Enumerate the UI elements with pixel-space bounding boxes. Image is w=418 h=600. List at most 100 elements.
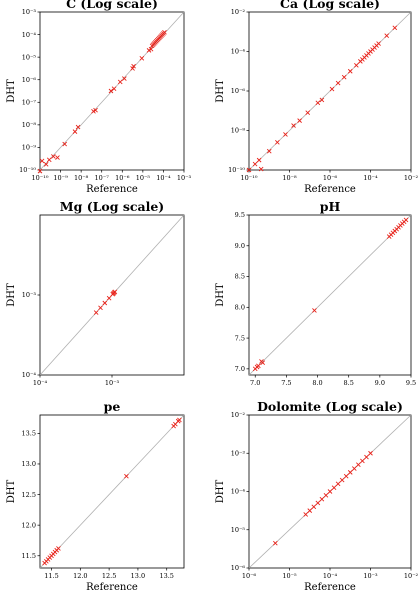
panel-title: Ca (Log scale) bbox=[280, 0, 380, 11]
data-point bbox=[131, 63, 136, 69]
data-point bbox=[273, 540, 278, 546]
data-point bbox=[331, 485, 337, 490]
x-tick-label: 10⁻¹⁰ bbox=[241, 174, 258, 182]
data-point bbox=[384, 33, 390, 39]
identity-line bbox=[248, 214, 412, 376]
data-point bbox=[260, 360, 266, 366]
data-point bbox=[56, 546, 61, 551]
x-axis-label: Reference bbox=[304, 582, 356, 593]
data-point bbox=[335, 80, 341, 86]
x-tick-label: 13.5 bbox=[159, 572, 173, 580]
data-point bbox=[256, 157, 262, 163]
y-tick-label: 8.0 bbox=[235, 304, 245, 312]
data-point bbox=[111, 86, 117, 92]
x-tick-label: 10⁻⁵ bbox=[282, 572, 297, 580]
x-tick-label: 10⁻⁴ bbox=[33, 379, 48, 387]
x-tick-label: 10⁻⁶ bbox=[242, 572, 257, 580]
x-axis-label: Reference bbox=[86, 184, 138, 195]
panel-title: Mg (Log scale) bbox=[60, 199, 164, 214]
x-tick-label: 10⁻⁶ bbox=[115, 174, 130, 182]
identity-line bbox=[39, 11, 185, 171]
x-tick-label: 10⁻⁸ bbox=[282, 174, 297, 182]
y-tick-label: 10⁻³ bbox=[22, 8, 37, 16]
data-point bbox=[329, 86, 335, 92]
y-tick-label: 10⁻⁶ bbox=[22, 76, 37, 84]
data-point bbox=[297, 118, 302, 123]
y-tick-label: 10⁻⁸ bbox=[231, 127, 246, 135]
data-point bbox=[258, 166, 264, 172]
y-tick-label: 10⁻⁶ bbox=[231, 87, 246, 95]
y-tick-label: 10⁻⁴ bbox=[22, 31, 37, 39]
data-point bbox=[283, 132, 288, 137]
data-point bbox=[62, 141, 68, 147]
x-tick-label: 8.0 bbox=[312, 379, 322, 387]
data-point bbox=[323, 493, 329, 498]
data-point bbox=[303, 512, 309, 517]
data-point bbox=[252, 161, 258, 167]
x-tick-label: 13.0 bbox=[131, 572, 145, 580]
data-point bbox=[55, 155, 60, 160]
y-tick-label: 7.0 bbox=[235, 365, 245, 373]
data-point bbox=[148, 46, 154, 52]
data-point bbox=[305, 110, 311, 116]
x-tick-label: 10⁻² bbox=[404, 174, 418, 182]
x-tick-label: 10⁻⁹ bbox=[53, 174, 68, 182]
data-point bbox=[275, 140, 280, 145]
panel-title: C (Log scale) bbox=[66, 0, 158, 11]
data-point bbox=[37, 168, 43, 174]
data-point bbox=[93, 107, 98, 113]
x-tick-label: 10⁻⁵ bbox=[136, 174, 151, 182]
data-point bbox=[392, 25, 398, 31]
plot-frame bbox=[39, 414, 185, 569]
x-tick-label: 10⁻⁸ bbox=[74, 174, 89, 182]
data-point bbox=[256, 363, 261, 369]
data-point bbox=[307, 508, 313, 513]
y-tick-label: 10⁻⁵ bbox=[22, 53, 37, 61]
y-axis-label: DHT bbox=[215, 479, 226, 503]
y-tick-label: 8.5 bbox=[235, 273, 245, 281]
y-tick-label: 7.5 bbox=[235, 334, 245, 342]
x-tick-label: 12.5 bbox=[102, 572, 116, 580]
data-point bbox=[341, 74, 347, 80]
data-point bbox=[51, 154, 56, 159]
y-tick-label: 10⁻³ bbox=[231, 449, 246, 457]
y-tick-label: 10⁻³ bbox=[22, 291, 37, 299]
data-point bbox=[39, 158, 45, 164]
data-point bbox=[311, 504, 317, 510]
data-point bbox=[343, 473, 349, 479]
x-tick-label: 9.5 bbox=[406, 379, 416, 387]
y-tick-label: 10⁻⁴ bbox=[231, 488, 246, 496]
y-tick-label: 10⁻⁶ bbox=[231, 564, 246, 572]
x-tick-label: 10⁻⁶ bbox=[323, 174, 338, 182]
x-tick-label: 8.5 bbox=[344, 379, 354, 387]
x-tick-label: 10⁻³ bbox=[105, 379, 120, 387]
y-tick-label: 9.5 bbox=[235, 211, 245, 219]
data-point bbox=[364, 454, 369, 460]
data-point bbox=[327, 489, 333, 494]
data-point bbox=[339, 477, 345, 483]
data-point bbox=[117, 79, 123, 85]
data-point bbox=[335, 481, 341, 487]
x-tick-label: 10⁻⁷ bbox=[95, 174, 110, 182]
x-tick-label: 10⁻³ bbox=[363, 572, 378, 580]
data-point bbox=[347, 470, 353, 475]
y-tick-label: 10⁻⁷ bbox=[22, 98, 37, 106]
panel-title: pH bbox=[320, 199, 341, 214]
y-tick-label: 10⁻² bbox=[231, 411, 246, 419]
y-axis-label: DHT bbox=[215, 79, 226, 103]
data-point bbox=[75, 124, 81, 130]
data-point bbox=[312, 308, 317, 313]
y-tick-label: 12.5 bbox=[22, 491, 36, 499]
data-point bbox=[319, 97, 325, 103]
data-point bbox=[124, 473, 129, 479]
plot-frame bbox=[248, 214, 412, 376]
data-point bbox=[106, 295, 112, 301]
data-point bbox=[43, 162, 49, 167]
x-tick-label: 7.5 bbox=[281, 379, 291, 387]
data-point bbox=[102, 300, 108, 306]
x-axis-label: Reference bbox=[86, 582, 138, 593]
data-point bbox=[98, 305, 103, 311]
y-axis-label: DHT bbox=[6, 283, 17, 307]
y-tick-label: 13.5 bbox=[22, 430, 36, 438]
